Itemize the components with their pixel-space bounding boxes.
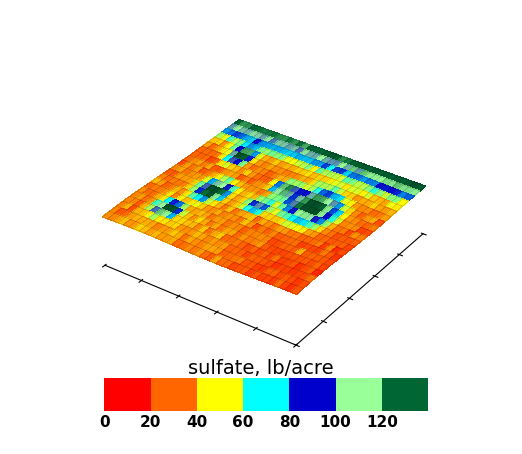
- Text: sulfate, lb/acre: sulfate, lb/acre: [188, 360, 334, 378]
- Text: 100: 100: [319, 415, 351, 430]
- Bar: [197, 378, 243, 411]
- Text: 20: 20: [140, 415, 161, 430]
- Text: 80: 80: [279, 415, 300, 430]
- Bar: [104, 378, 151, 411]
- Bar: [336, 378, 382, 411]
- Text: 60: 60: [232, 415, 254, 430]
- Bar: [382, 378, 428, 411]
- Bar: [289, 378, 336, 411]
- Text: 120: 120: [366, 415, 398, 430]
- Bar: [151, 378, 197, 411]
- Bar: [243, 378, 289, 411]
- Text: 40: 40: [186, 415, 207, 430]
- Text: 0: 0: [99, 415, 110, 430]
